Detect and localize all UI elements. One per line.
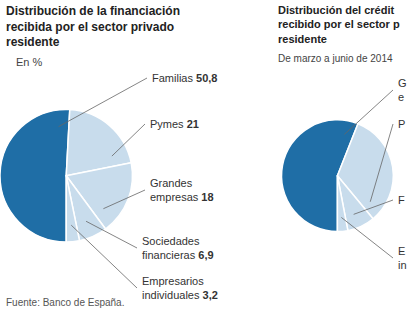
svg-text:Distribución del créditrecibid: Distribución del créditrecibido por el s…	[278, 4, 400, 45]
svg-text:Pymes 21: Pymes 21	[150, 118, 199, 130]
svg-text:De marzo a junio de 2014: De marzo a junio de 2014	[278, 53, 393, 64]
svg-text:Distribución de la financiació: Distribución de la financiaciónrecibida …	[6, 4, 180, 49]
svg-text:En %: En %	[16, 56, 43, 68]
svg-text:P: P	[398, 118, 405, 130]
svg-text:Sociedadesfinancieras 6,9: Sociedadesfinancieras 6,9	[142, 235, 214, 261]
svg-text:Fuente: Banco de España.: Fuente: Banco de España.	[6, 297, 124, 308]
svg-text:Empresariosindividuales 3,2: Empresariosindividuales 3,2	[142, 275, 218, 301]
svg-text:Ge: Ge	[398, 77, 407, 103]
svg-text:Ein: Ein	[398, 245, 407, 271]
svg-text:Grandesempresas 18: Grandesempresas 18	[150, 177, 214, 203]
svg-text:Familias 50,8: Familias 50,8	[152, 72, 217, 84]
svg-text:F: F	[398, 194, 405, 206]
